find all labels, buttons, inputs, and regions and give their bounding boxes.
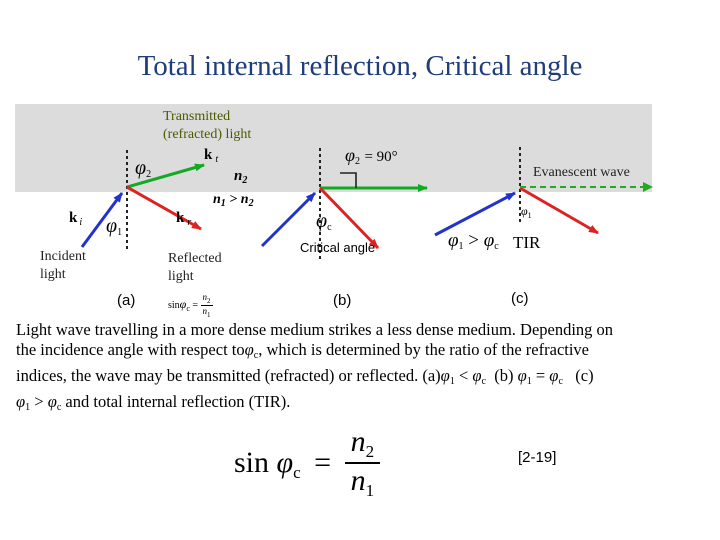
evanescent-wave-label: Evanescent wave bbox=[533, 165, 630, 180]
incident-ray-b bbox=[260, 191, 317, 248]
phi1-symbol-c-top: φ1 bbox=[521, 204, 532, 220]
right-angle-marker bbox=[340, 172, 357, 188]
refraction-diagram bbox=[80, 147, 653, 262]
phic-symbol-b: φc bbox=[316, 210, 332, 233]
tir-label: TIR bbox=[513, 233, 541, 252]
panel-a-label: (a) bbox=[117, 292, 136, 309]
small-critical-formula: sinφc = n2 n1 bbox=[168, 292, 213, 319]
reflected-ray-a bbox=[126, 185, 202, 231]
reflected-label: Reflected light bbox=[168, 251, 222, 284]
transmitted-ray-a bbox=[126, 163, 205, 189]
critical-angle-label: Critical angle bbox=[300, 240, 376, 255]
reflected-ray-b bbox=[318, 186, 380, 250]
evanescent-wave-arrow bbox=[520, 182, 653, 192]
n2-label: n2 bbox=[234, 168, 248, 186]
less-dense-medium-region bbox=[15, 104, 652, 192]
incident-label: Incident light bbox=[40, 249, 86, 282]
panel-c-label: (c) bbox=[511, 290, 529, 307]
phi2-90-label: φ2 = 90° bbox=[345, 145, 398, 167]
critical-angle-formula: sin φc = n2 n1 bbox=[234, 425, 381, 501]
panel-b-label: (b) bbox=[333, 292, 352, 309]
phi2-symbol: φ2 bbox=[135, 157, 152, 180]
reflected-ray-c bbox=[519, 186, 599, 235]
incident-ray-c bbox=[434, 191, 516, 237]
incident-ray-a bbox=[80, 192, 124, 248]
transmitted-label: Transmitted (refracted) light bbox=[163, 109, 252, 142]
reference-label: [2-19] bbox=[518, 449, 557, 466]
page-title: Total internal reflection, Critical angl… bbox=[137, 50, 583, 82]
caption-text: Light wave travelling in a more dense me… bbox=[16, 320, 614, 413]
phi1-symbol-a: φ1 bbox=[106, 215, 123, 238]
tir-condition: φ1 > φc bbox=[448, 230, 499, 252]
index-relation-label: n1 > n2 bbox=[213, 192, 254, 209]
